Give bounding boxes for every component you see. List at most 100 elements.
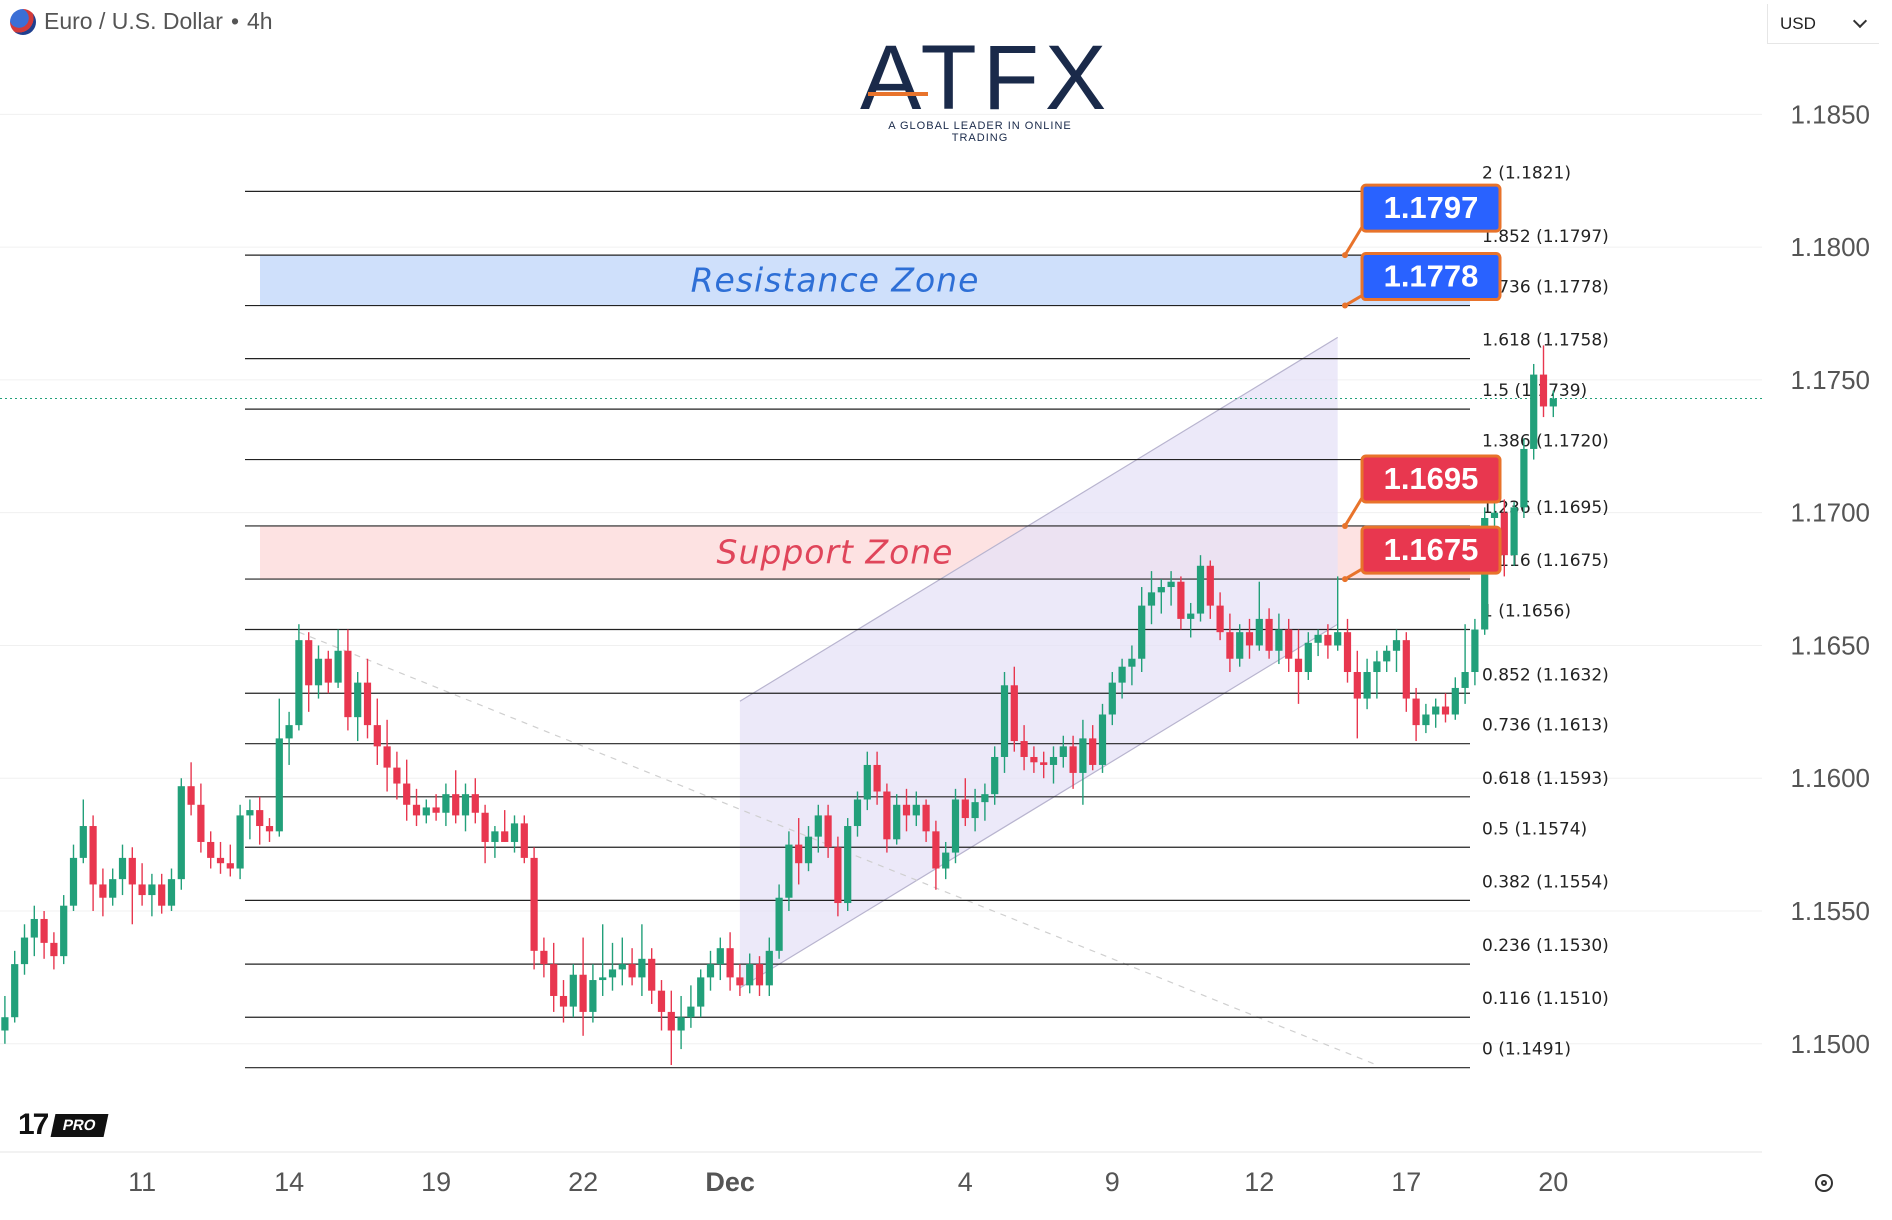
candle-down [520, 823, 528, 858]
candle-up [569, 974, 577, 1007]
candle-down [452, 794, 460, 816]
candle-down [1089, 738, 1097, 765]
fib-level-label: 1.852 (1.1797) [1482, 227, 1609, 247]
candle-up [354, 682, 362, 718]
candle-down [1245, 632, 1254, 646]
time-tick-label: 14 [274, 1167, 304, 1197]
time-tick-label: 12 [1244, 1167, 1274, 1197]
candle-up [1196, 565, 1205, 614]
price-tick-label: 1.1850 [1790, 99, 1870, 129]
tradingview-mark-icon: 17 [18, 1108, 49, 1141]
candle-up [79, 826, 87, 858]
currency-value: USD [1780, 13, 1816, 33]
candle-down [432, 807, 440, 813]
currency-select[interactable]: USD [1767, 4, 1879, 44]
candle-down [667, 1011, 675, 1031]
candle-up [1530, 374, 1538, 449]
time-tick-label: 17 [1391, 1167, 1421, 1197]
candle-up [1451, 687, 1459, 715]
candle-up [599, 977, 607, 981]
chevron-down-icon [1852, 13, 1868, 29]
candle-up [697, 977, 705, 1007]
candle-down [824, 815, 832, 848]
fib-level-label: 1 (1.1656) [1482, 602, 1571, 622]
candle-up [775, 897, 783, 951]
candle-up [177, 786, 185, 880]
tradingview-logo[interactable]: 17 PRO [18, 1108, 109, 1142]
candle-down [1177, 581, 1185, 619]
candle-up [1, 1017, 9, 1031]
candle-down [795, 844, 803, 864]
candle-down [755, 964, 764, 986]
candle-down [128, 857, 136, 885]
candle-down [1206, 565, 1214, 606]
candle-down [550, 964, 558, 996]
candle-up [1304, 642, 1312, 673]
candle-down [344, 650, 352, 718]
price-callout-pointer [1343, 497, 1364, 527]
candle-up [1510, 507, 1518, 556]
time-tick-label: Dec [705, 1167, 755, 1197]
price-callout-anchor [1342, 576, 1348, 583]
candle-up [971, 802, 979, 819]
candle-up [1000, 685, 1009, 757]
candle-down [207, 841, 215, 858]
candle-down [1265, 618, 1273, 651]
candle-up [1422, 714, 1430, 726]
candle-down [628, 964, 636, 978]
time-tick-label: 20 [1538, 1167, 1568, 1197]
candle-up [1373, 661, 1381, 673]
price-callout-text: 1.1797 [1384, 190, 1479, 225]
price-callout-pointer [1344, 294, 1363, 307]
candle-down [922, 804, 930, 832]
price-callout-anchor [1342, 522, 1348, 529]
candle-up [814, 815, 822, 837]
price-tick-label: 1.1650 [1790, 630, 1870, 660]
price-callout-text: 1.1675 [1384, 532, 1479, 567]
candle-up [1118, 666, 1126, 683]
candle-up [295, 640, 303, 726]
candle-up [1128, 658, 1136, 667]
channel-upper-line [739, 336, 1339, 702]
price-labels: 1.1797 1.1778 1.1695 1.1675 [1342, 183, 1502, 583]
fib-level-label: 0 (1.1491) [1482, 1040, 1571, 1060]
fib-level-label: 1.736 (1.1778) [1482, 278, 1609, 298]
candle-down [1441, 706, 1450, 715]
candle-down [305, 640, 313, 686]
fib-level-label: 0.382 (1.1554) [1482, 872, 1609, 892]
candle-down [471, 794, 479, 813]
candle-down [1353, 672, 1361, 699]
candle-up [491, 831, 499, 842]
settings-icon[interactable] [1815, 1174, 1833, 1192]
candle-up [991, 756, 999, 795]
candle-up [275, 738, 283, 832]
candle-down [1226, 632, 1234, 659]
candle-up [746, 964, 754, 986]
fib-level-label: 0.5 (1.1574) [1482, 819, 1587, 839]
candle-up [1314, 634, 1322, 643]
candle-up [1098, 714, 1107, 765]
candle-up [687, 1006, 695, 1018]
symbol-header[interactable]: Euro / U.S. Dollar • 4h [10, 8, 273, 35]
candle-up [981, 794, 989, 803]
candle-down [736, 977, 744, 986]
tv-pro-badge: PRO [50, 1113, 109, 1137]
candle-up [314, 658, 323, 686]
channel [739, 336, 1339, 989]
candle-up [334, 650, 342, 683]
candle-up [1255, 618, 1263, 646]
candle-down [1500, 512, 1508, 556]
candle-up [1167, 581, 1175, 588]
fib-level-label: 1.618 (1.1758) [1482, 331, 1609, 351]
time-tick-label: 19 [421, 1167, 451, 1197]
logo-tagline: A GLOBAL LEADER IN ONLINE TRADING [888, 120, 1072, 144]
candle-down [1040, 762, 1048, 765]
candles[interactable] [1, 345, 1557, 1066]
candle-down [1324, 634, 1332, 646]
symbol-name: Euro / U.S. Dollar [44, 8, 223, 34]
axes: 1.1850 1.1800 1.1750 1.1700 1.1650 1.1600 1.15… [0, 99, 1870, 1197]
candle-down [1216, 605, 1224, 633]
candle-down [99, 884, 107, 898]
candle-down [1030, 756, 1038, 763]
